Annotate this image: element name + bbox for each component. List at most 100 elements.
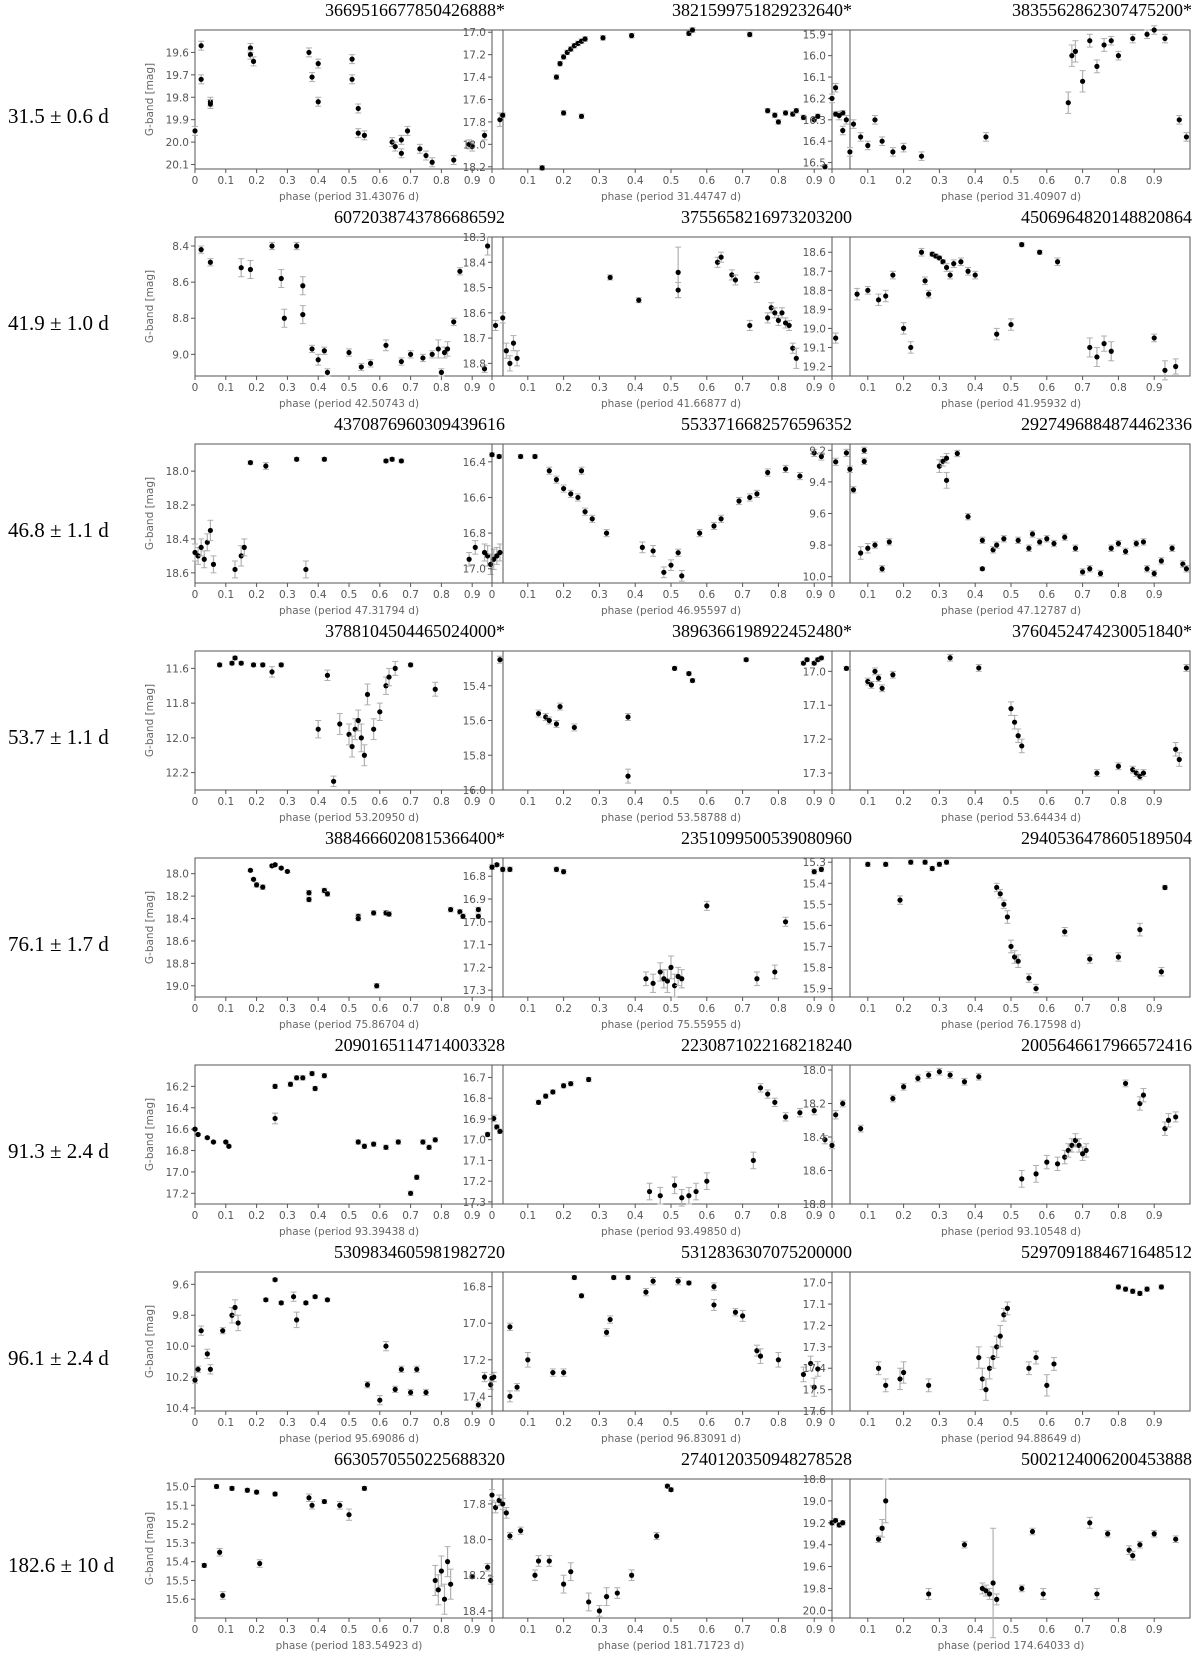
y-tick-label: 16.8	[463, 1093, 486, 1105]
plot-frame	[194, 29, 504, 170]
y-tick-label: 9.8	[172, 1310, 189, 1322]
data-point	[843, 448, 850, 457]
data-point	[882, 1378, 889, 1393]
data-point	[1151, 1529, 1158, 1538]
x-tick-label: 0.8	[1110, 796, 1127, 808]
data-point	[625, 713, 632, 721]
data-point	[650, 1276, 657, 1286]
data-point	[736, 496, 743, 506]
data-point	[668, 955, 674, 980]
x-tick-label: 0.7	[1074, 1210, 1091, 1222]
data-point	[336, 713, 343, 735]
panel-title: 4506964820148820864	[1021, 207, 1192, 227]
y-tick-label: 18.8	[803, 285, 826, 297]
plot-frame	[831, 1064, 1191, 1205]
data-point	[1158, 1284, 1165, 1290]
x-tick-label: 0.4	[627, 1417, 644, 1429]
data-point	[843, 665, 850, 671]
data-point	[1176, 115, 1183, 125]
data-point	[361, 744, 368, 767]
data-point	[678, 1188, 685, 1207]
data-point	[804, 657, 811, 663]
data-point	[539, 165, 546, 171]
data-point	[871, 667, 878, 676]
data-point	[993, 882, 1000, 893]
data-point	[198, 40, 205, 51]
data-point	[1144, 565, 1151, 573]
data-point	[728, 269, 735, 281]
data-point	[607, 1315, 614, 1324]
data-point	[450, 317, 457, 326]
x-tick-label: 0.4	[310, 1210, 327, 1222]
data-point	[302, 560, 309, 579]
x-tick-label: 0.8	[433, 1210, 450, 1222]
x-tick-label: 0.7	[734, 1210, 751, 1222]
x-tick-label: 0.5	[341, 796, 358, 808]
x-tick-label: 0.1	[519, 382, 536, 394]
data-point	[664, 969, 671, 993]
x-tick-label: 0.9	[806, 1003, 823, 1015]
light-curve-panel: 6630570550225688320 0 0.1 0.2 0.3 0.4 0.5 0.6 0.…	[133, 1449, 505, 1656]
x-tick-label: 0.2	[555, 382, 572, 394]
x-tick-label: 0	[829, 175, 836, 187]
data-point	[567, 1081, 574, 1087]
data-point	[939, 259, 946, 265]
data-point	[693, 1182, 700, 1201]
data-point	[1172, 358, 1179, 375]
light-curve-panel: 3821599751829232640* 0 0.1 0.2 0.3 0.4 0.5 0.6 0…	[463, 0, 852, 207]
data-point	[324, 669, 331, 682]
data-point	[517, 1526, 524, 1535]
data-point	[675, 281, 682, 299]
y-tick-label: 16.1	[803, 72, 826, 84]
data-point	[882, 861, 889, 867]
data-point	[1086, 337, 1093, 358]
x-tick-label: 0	[489, 1624, 496, 1636]
data-point	[1133, 539, 1140, 548]
data-point	[857, 132, 864, 142]
data-point	[1008, 318, 1014, 331]
data-point	[506, 1322, 513, 1332]
panel-title: 3788104504465024000*	[325, 621, 505, 641]
x-tick-label: 0.8	[433, 1624, 450, 1636]
data-point	[560, 110, 567, 116]
x-tick-label: 0.4	[310, 175, 327, 187]
data-point	[535, 709, 542, 718]
x-tick-label: 0.8	[433, 1003, 450, 1015]
x-tick-label: 0.3	[591, 589, 608, 601]
y-tick-label: 18.4	[166, 914, 190, 926]
y-tick-label: 17.0	[463, 917, 486, 929]
x-tick-label: 0.4	[310, 1003, 327, 1015]
x-tick-label: 0.6	[698, 1624, 715, 1636]
x-tick-label: 0.6	[371, 1417, 388, 1429]
data-point	[832, 457, 839, 466]
y-tick-label: 18.2	[166, 891, 189, 903]
y-tick-label: 17.6	[803, 1406, 827, 1418]
data-point	[596, 1605, 603, 1617]
scatter-plot: 0 0.1 0.2 0.3 0.4 0.5 0.6 0.7 0.8 0.9 16.7 16.8 16.9…	[463, 1064, 851, 1238]
data-point	[560, 1368, 567, 1377]
data-point	[475, 1401, 482, 1409]
data-point	[373, 983, 380, 989]
data-point	[499, 112, 506, 118]
data-point	[456, 267, 463, 276]
data-point	[324, 368, 331, 377]
y-tick-label: 16.7	[463, 1072, 486, 1084]
x-tick-label: 0.7	[1074, 589, 1091, 601]
data-point	[832, 1517, 839, 1524]
panel-title: 2005646617966572416	[1021, 1035, 1192, 1055]
x-tick-label: 0.9	[464, 175, 481, 187]
data-point	[582, 507, 589, 516]
data-point	[549, 1368, 556, 1377]
data-point	[299, 276, 306, 296]
y-tick-label: 18.4	[803, 1132, 827, 1144]
data-point	[1086, 954, 1093, 964]
data-point	[696, 529, 703, 538]
x-tick-label: 0.8	[770, 175, 787, 187]
x-tick-label: 0.8	[770, 1003, 787, 1015]
x-tick-label: 0.9	[1146, 1624, 1163, 1636]
data-point	[503, 1507, 510, 1519]
data-point	[517, 453, 524, 460]
data-point	[789, 342, 796, 354]
x-tick-label: 0.6	[698, 1210, 715, 1222]
data-point	[1161, 33, 1168, 44]
